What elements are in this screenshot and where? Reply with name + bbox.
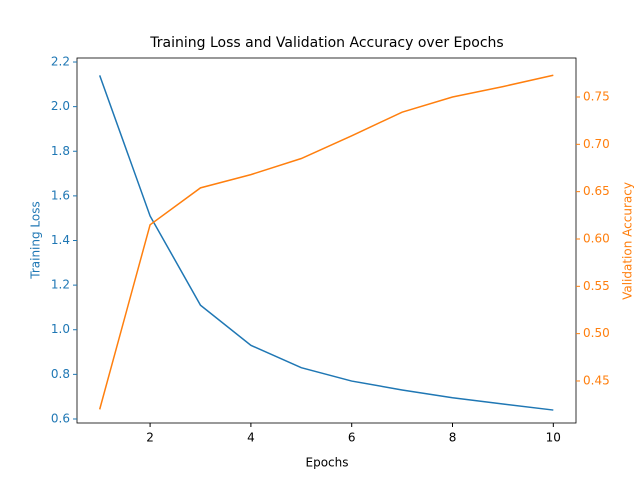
- y2-tick-label: 0.75: [583, 89, 610, 103]
- y-tick-label: 1.6: [51, 188, 70, 202]
- line-series: [98, 75, 554, 411]
- y-tick-label: 1.4: [51, 233, 70, 247]
- y-tick-label: 2.2: [51, 55, 70, 69]
- y-tick-label: 1.0: [51, 322, 70, 336]
- x-tick-label: 4: [247, 431, 255, 445]
- x-tick-label: 8: [449, 431, 457, 445]
- y2-tick-label: 0.50: [583, 326, 610, 340]
- y2-tick-label: 0.55: [583, 279, 610, 293]
- x-axis-label: Epochs: [306, 456, 349, 470]
- x-tick-label: 10: [546, 431, 561, 445]
- y2-axis-label: Validation Accuracy: [621, 182, 635, 300]
- x-tick-label: 6: [348, 431, 356, 445]
- plot-frame: [76, 57, 577, 424]
- y2-tick-label: 0.60: [583, 231, 610, 245]
- y-tick-label: 0.6: [51, 411, 70, 425]
- y-tick-label: 1.8: [51, 144, 70, 158]
- y-tick-label: 2.0: [51, 99, 70, 113]
- line-series: [98, 74, 554, 410]
- chart-title: Training Loss and Validation Accuracy ov…: [149, 35, 503, 51]
- y-tick-label: 0.8: [51, 367, 70, 381]
- x-tick-label: 2: [146, 431, 154, 445]
- y-axis-label: Training Loss: [29, 201, 43, 279]
- y2-tick-label: 0.45: [583, 373, 610, 387]
- y2-tick-label: 0.65: [583, 184, 610, 198]
- y2-tick-label: 0.70: [583, 137, 610, 151]
- y-tick-label: 1.2: [51, 278, 70, 292]
